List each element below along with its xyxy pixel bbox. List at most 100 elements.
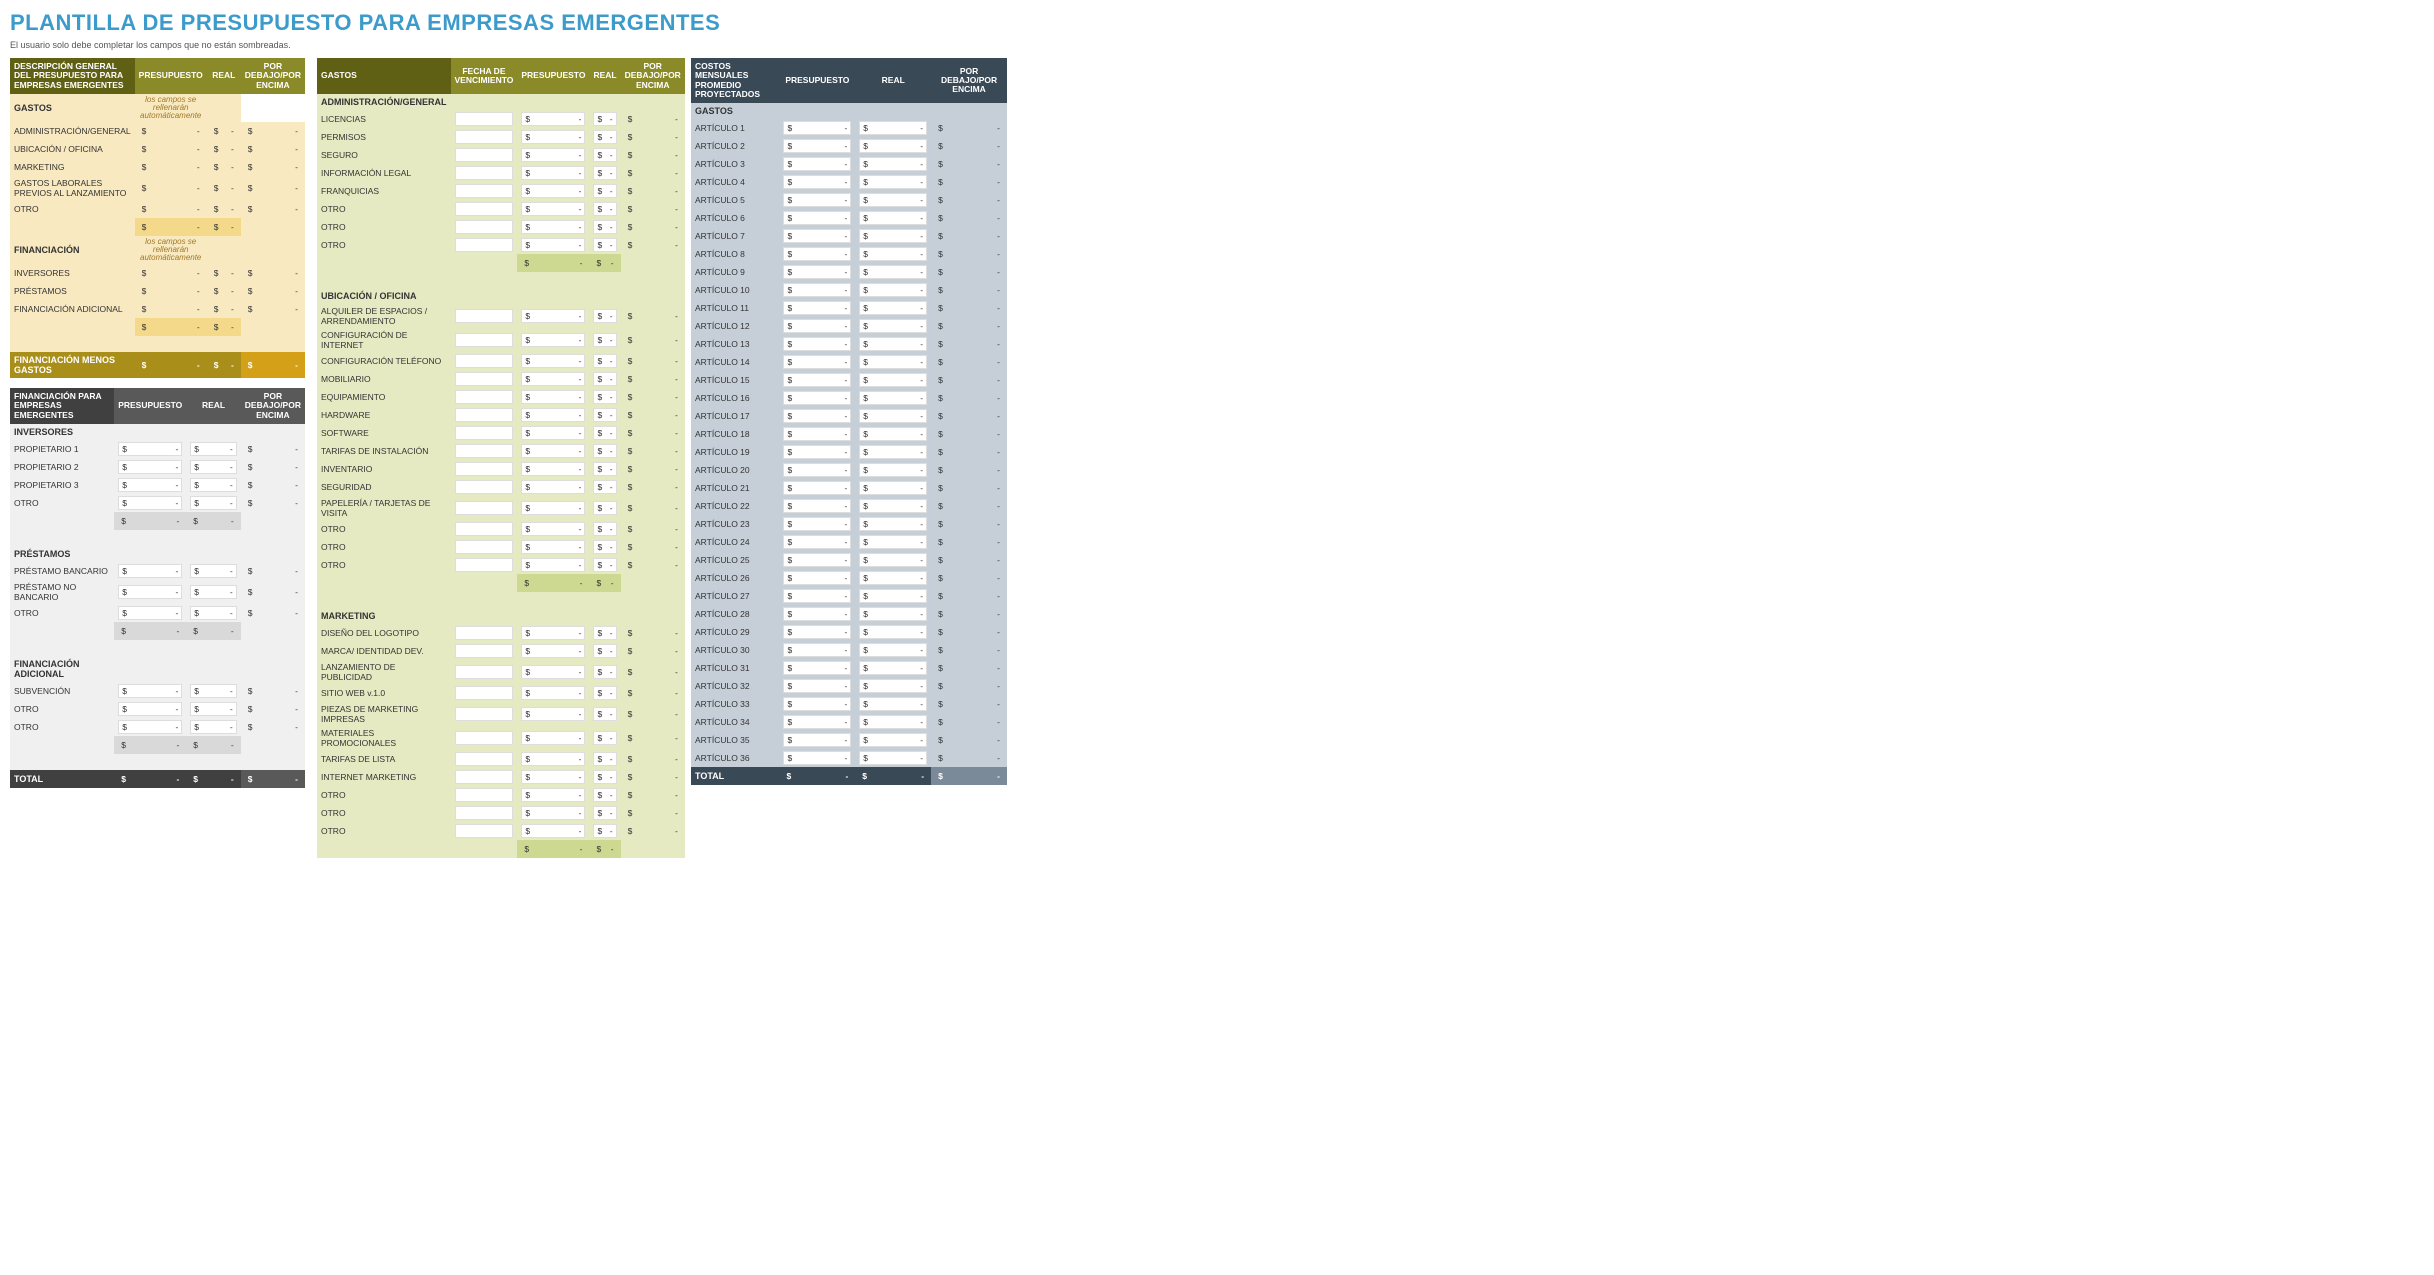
money-cell[interactable]: $-: [859, 427, 927, 441]
money-cell[interactable]: $-: [521, 686, 585, 700]
money-cell[interactable]: $-: [593, 686, 616, 700]
date-input[interactable]: [455, 770, 514, 784]
date-input[interactable]: [455, 220, 514, 234]
money-cell[interactable]: $-: [118, 684, 182, 698]
money-cell[interactable]: $-: [859, 679, 927, 693]
money-cell[interactable]: $-: [783, 697, 851, 711]
money-cell[interactable]: $-: [783, 139, 851, 153]
money-cell[interactable]: $-: [783, 301, 851, 315]
money-cell[interactable]: $-: [783, 211, 851, 225]
money-cell[interactable]: $-: [783, 445, 851, 459]
date-input[interactable]: [455, 238, 514, 252]
money-cell[interactable]: $-: [859, 499, 927, 513]
money-cell[interactable]: $-: [593, 626, 616, 640]
date-input[interactable]: [455, 444, 514, 458]
date-input[interactable]: [455, 824, 514, 838]
money-cell[interactable]: $-: [521, 444, 585, 458]
money-cell[interactable]: $-: [859, 229, 927, 243]
money-cell[interactable]: $-: [859, 697, 927, 711]
money-cell[interactable]: $-: [859, 247, 927, 261]
money-cell[interactable]: $-: [521, 220, 585, 234]
money-cell[interactable]: $-: [783, 319, 851, 333]
date-input[interactable]: [455, 148, 514, 162]
money-cell[interactable]: $-: [783, 643, 851, 657]
money-cell[interactable]: $-: [859, 607, 927, 621]
money-cell[interactable]: $-: [783, 337, 851, 351]
date-input[interactable]: [455, 462, 514, 476]
money-cell[interactable]: $-: [521, 309, 585, 323]
date-input[interactable]: [455, 540, 514, 554]
money-cell[interactable]: $-: [521, 202, 585, 216]
money-cell[interactable]: $-: [859, 157, 927, 171]
money-cell[interactable]: $-: [521, 665, 585, 679]
money-cell[interactable]: $-: [593, 462, 616, 476]
date-input[interactable]: [455, 309, 514, 323]
money-cell[interactable]: $-: [521, 354, 585, 368]
date-input[interactable]: [455, 333, 514, 347]
money-cell[interactable]: $-: [593, 390, 616, 404]
money-cell[interactable]: $-: [859, 715, 927, 729]
money-cell[interactable]: $-: [118, 478, 182, 492]
money-cell[interactable]: $-: [521, 752, 585, 766]
money-cell[interactable]: $-: [593, 522, 616, 536]
money-cell[interactable]: $-: [521, 707, 585, 721]
money-cell[interactable]: $-: [859, 463, 927, 477]
money-cell[interactable]: $-: [593, 806, 616, 820]
date-input[interactable]: [455, 752, 514, 766]
money-cell[interactable]: $-: [521, 806, 585, 820]
money-cell[interactable]: $-: [859, 211, 927, 225]
money-cell[interactable]: $-: [593, 444, 616, 458]
money-cell[interactable]: $-: [593, 130, 616, 144]
money-cell[interactable]: $-: [190, 720, 236, 734]
money-cell[interactable]: $-: [521, 333, 585, 347]
money-cell[interactable]: $-: [783, 589, 851, 603]
money-cell[interactable]: $-: [593, 220, 616, 234]
money-cell[interactable]: $-: [783, 157, 851, 171]
money-cell[interactable]: $-: [859, 445, 927, 459]
money-cell[interactable]: $-: [783, 625, 851, 639]
date-input[interactable]: [455, 426, 514, 440]
money-cell[interactable]: $-: [593, 540, 616, 554]
money-cell[interactable]: $-: [593, 408, 616, 422]
money-cell[interactable]: $-: [593, 480, 616, 494]
money-cell[interactable]: $-: [783, 427, 851, 441]
money-cell[interactable]: $-: [859, 319, 927, 333]
money-cell[interactable]: $-: [783, 409, 851, 423]
money-cell[interactable]: $-: [859, 391, 927, 405]
money-cell[interactable]: $-: [593, 644, 616, 658]
money-cell[interactable]: $-: [593, 707, 616, 721]
money-cell[interactable]: $-: [118, 460, 182, 474]
money-cell[interactable]: $-: [593, 202, 616, 216]
money-cell[interactable]: $-: [521, 112, 585, 126]
money-cell[interactable]: $-: [783, 733, 851, 747]
money-cell[interactable]: $-: [593, 354, 616, 368]
money-cell[interactable]: $-: [783, 355, 851, 369]
money-cell[interactable]: $-: [521, 501, 585, 515]
money-cell[interactable]: $-: [190, 478, 236, 492]
date-input[interactable]: [455, 480, 514, 494]
money-cell[interactable]: $-: [859, 337, 927, 351]
money-cell[interactable]: $-: [190, 606, 236, 620]
money-cell[interactable]: $-: [593, 184, 616, 198]
money-cell[interactable]: $-: [190, 442, 236, 456]
money-cell[interactable]: $-: [859, 733, 927, 747]
money-cell[interactable]: $-: [593, 148, 616, 162]
money-cell[interactable]: $-: [783, 193, 851, 207]
money-cell[interactable]: $-: [859, 643, 927, 657]
money-cell[interactable]: $-: [783, 391, 851, 405]
money-cell[interactable]: $-: [859, 373, 927, 387]
money-cell[interactable]: $-: [593, 112, 616, 126]
money-cell[interactable]: $-: [593, 333, 616, 347]
money-cell[interactable]: $-: [783, 247, 851, 261]
money-cell[interactable]: $-: [521, 148, 585, 162]
date-input[interactable]: [455, 788, 514, 802]
money-cell[interactable]: $-: [783, 517, 851, 531]
date-input[interactable]: [455, 354, 514, 368]
money-cell[interactable]: $-: [118, 496, 182, 510]
money-cell[interactable]: $-: [521, 824, 585, 838]
date-input[interactable]: [455, 731, 514, 745]
money-cell[interactable]: $-: [783, 679, 851, 693]
date-input[interactable]: [455, 558, 514, 572]
money-cell[interactable]: $-: [593, 166, 616, 180]
money-cell[interactable]: $-: [521, 166, 585, 180]
